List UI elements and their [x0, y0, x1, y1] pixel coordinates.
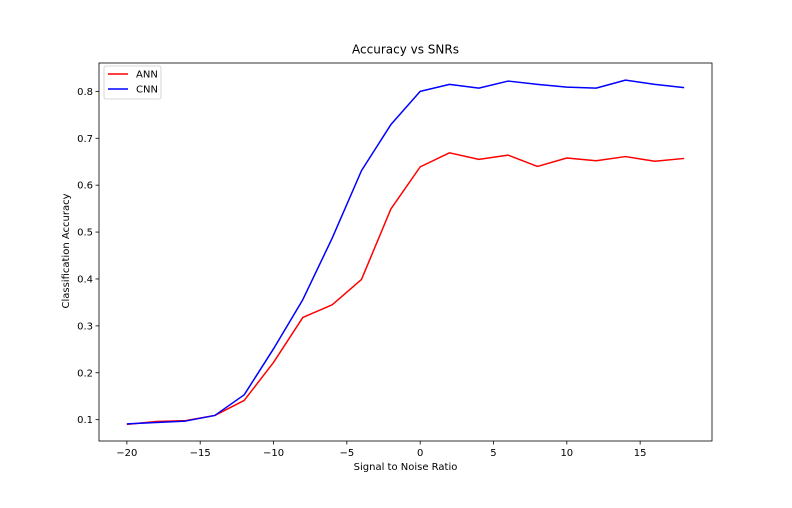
- y-tick-label: 0.3: [77, 321, 93, 332]
- y-tick-label: 0.4: [77, 274, 93, 285]
- x-tick-label: −15: [190, 448, 211, 459]
- y-tick-label: 0.6: [77, 181, 93, 192]
- y-tick-label: 0.1: [77, 415, 93, 426]
- legend-label-cnn: CNN: [136, 85, 158, 96]
- x-tick-label: −10: [263, 448, 284, 459]
- y-tick-label: 0.2: [77, 368, 93, 379]
- x-axis-label: Signal to Noise Ratio: [354, 462, 458, 473]
- x-tick-label: 5: [490, 448, 496, 459]
- plot-area: −20 −15 −10 −5 0 5 10 15 0.1 0.2 0.3 0.4 0.5 0.6 0.7 0.…: [77, 62, 713, 459]
- x-tick-label: 15: [634, 448, 647, 459]
- chart-title: Accuracy vs SNRs: [352, 43, 459, 57]
- legend: ANN CNN: [103, 65, 162, 100]
- legend-label-ann: ANN: [136, 70, 158, 81]
- axes-frame: [98, 62, 713, 442]
- x-tick-label: 10: [560, 448, 573, 459]
- y-axis-label: Classification Accuracy: [61, 193, 72, 308]
- x-tick-label: 0: [417, 448, 423, 459]
- x-tick-label: −20: [116, 448, 137, 459]
- x-tick-label: −5: [339, 448, 354, 459]
- y-tick-label: 0.8: [77, 87, 93, 98]
- series-line-cnn: [126, 79, 685, 425]
- series-line-ann: [126, 152, 685, 426]
- y-tick-label: 0.7: [77, 134, 93, 145]
- y-tick-label: 0.5: [77, 228, 93, 239]
